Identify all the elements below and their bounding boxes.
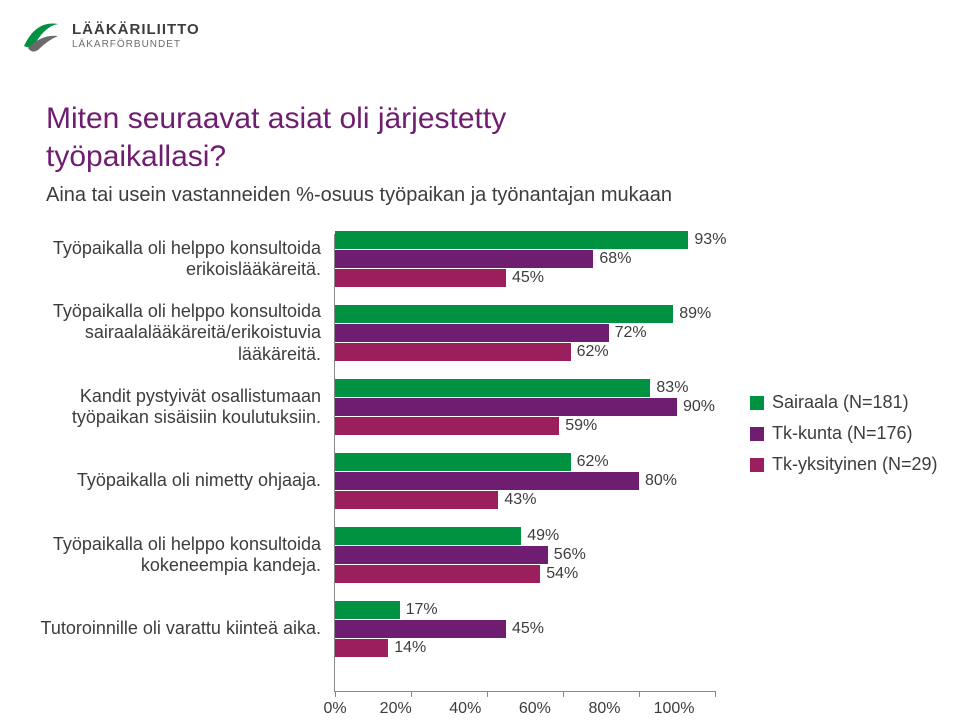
category-label: Työpaikalla oli helppo konsultoida koken… — [0, 534, 335, 576]
bar — [335, 639, 388, 657]
bar-wrap: 72% — [335, 324, 715, 342]
bar-value-label: 14% — [388, 639, 426, 657]
bar — [335, 472, 639, 490]
bar-value-label: 93% — [688, 231, 726, 249]
bar — [335, 324, 609, 342]
category-label: Työpaikalla oli helppo konsultoida saira… — [0, 301, 335, 365]
bar-value-label: 56% — [548, 546, 586, 564]
x-axis-tick-label: 60% — [519, 700, 551, 718]
bar — [335, 398, 677, 416]
bar — [335, 343, 571, 361]
x-axis: 0%20%40%60%80%100% — [335, 694, 715, 718]
chart-row: Työpaikalla oli helppo konsultoida eriko… — [0, 222, 959, 296]
bar-wrap: 62% — [335, 453, 715, 471]
bar-wrap: 45% — [335, 620, 715, 638]
page-title: Miten seuraavat asiat oli järjestetty ty… — [46, 100, 626, 177]
bar-value-label: 43% — [498, 491, 536, 509]
bar-group: 83%90% 59% — [335, 370, 715, 444]
bar — [335, 565, 540, 583]
bar — [335, 546, 548, 564]
legend-label: Tk-yksityinen (N=29) — [772, 454, 938, 475]
bar-wrap: 56% — [335, 546, 715, 564]
chart-legend: Sairaala (N=181) Tk-kunta (N=176) Tk-yksit… — [750, 392, 938, 485]
bar-value-label: 59% — [559, 417, 597, 435]
bar-wrap: 49% — [335, 527, 715, 545]
x-axis-tick-label: 0% — [323, 700, 346, 718]
chart-row: Työpaikalla oli helppo konsultoida saira… — [0, 296, 959, 370]
bar — [335, 527, 521, 545]
bar — [335, 379, 650, 397]
category-label: Työpaikalla oli nimetty ohjaaja. — [0, 470, 335, 491]
category-label: Tutoroinnille oli varattu kiinteä aika. — [0, 618, 335, 639]
bar-value-label: 45% — [506, 269, 544, 287]
category-label: Työpaikalla oli helppo konsultoida eriko… — [0, 238, 335, 280]
bar-value-label: 90% — [677, 398, 715, 416]
legend-item: Sairaala (N=181) — [750, 392, 938, 413]
x-axis-tick-label: 20% — [380, 700, 412, 718]
legend-swatch — [750, 396, 764, 410]
legend-item: Tk-kunta (N=176) — [750, 423, 938, 444]
bar — [335, 231, 688, 249]
legend-swatch — [750, 458, 764, 472]
bar-wrap: 89% — [335, 305, 715, 323]
bar — [335, 417, 559, 435]
logo-title: LÄÄKÄRILIITTO — [72, 22, 200, 39]
chart-row: Työpaikalla oli helppo konsultoida koken… — [0, 518, 959, 592]
x-axis-tick-label: 100% — [654, 700, 695, 718]
logo-text: LÄÄKÄRILIITTO LÄKARFÖRBUNDET — [72, 22, 200, 50]
x-axis-tick-label: 80% — [588, 700, 620, 718]
bar-value-label: 17% — [400, 601, 438, 619]
bar-wrap: 43% — [335, 491, 715, 509]
bar-group: 93%68% 45% — [335, 222, 715, 296]
category-label: Kandit pystyivät osallistumaan työpaikan… — [0, 386, 335, 428]
bar-value-label: 54% — [540, 565, 578, 583]
bar-wrap: 62% — [335, 343, 715, 361]
bar-group: 49%56%54% — [335, 518, 715, 592]
bar-wrap: 80% — [335, 472, 715, 490]
bar — [335, 601, 400, 619]
bar-group: 89% 72%62% — [335, 296, 715, 370]
bar-wrap: 90% — [335, 398, 715, 416]
bar-wrap: 17% — [335, 601, 715, 619]
bar-wrap: 93% — [335, 231, 715, 249]
bar-wrap: 45% — [335, 269, 715, 287]
bar-group: 62% 80% 43% — [335, 444, 715, 518]
bar-value-label: 62% — [571, 453, 609, 471]
bar — [335, 620, 506, 638]
logo-icon — [22, 16, 62, 56]
bar-value-label: 68% — [593, 250, 631, 268]
bar-value-label: 62% — [571, 343, 609, 361]
bar-wrap: 83% — [335, 379, 715, 397]
bar-wrap: 59% — [335, 417, 715, 435]
x-axis-tick-label: 40% — [449, 700, 481, 718]
legend-label: Tk-kunta (N=176) — [772, 423, 913, 444]
bar — [335, 491, 498, 509]
legend-label: Sairaala (N=181) — [772, 392, 909, 413]
brand-logo: LÄÄKÄRILIITTO LÄKARFÖRBUNDET — [22, 16, 200, 56]
bar — [335, 269, 506, 287]
bar — [335, 305, 673, 323]
bar-wrap: 14% — [335, 639, 715, 657]
bar-wrap: 54% — [335, 565, 715, 583]
logo-subtitle: LÄKARFÖRBUNDET — [72, 39, 200, 50]
bar-value-label: 83% — [650, 379, 688, 397]
chart-row: Tutoroinnille oli varattu kiinteä aika.1… — [0, 592, 959, 666]
legend-swatch — [750, 427, 764, 441]
bar-value-label: 49% — [521, 527, 559, 545]
bar-wrap: 68% — [335, 250, 715, 268]
bar-group: 17% 45% 14% — [335, 592, 715, 666]
bar-value-label: 89% — [673, 305, 711, 323]
legend-item: Tk-yksityinen (N=29) — [750, 454, 938, 475]
bar — [335, 453, 571, 471]
bar — [335, 250, 593, 268]
bar-value-label: 45% — [506, 620, 544, 638]
page-subtitle: Aina tai usein vastanneiden %-osuus työp… — [46, 182, 672, 208]
bar-value-label: 72% — [609, 324, 647, 342]
bar-value-label: 80% — [639, 472, 677, 490]
